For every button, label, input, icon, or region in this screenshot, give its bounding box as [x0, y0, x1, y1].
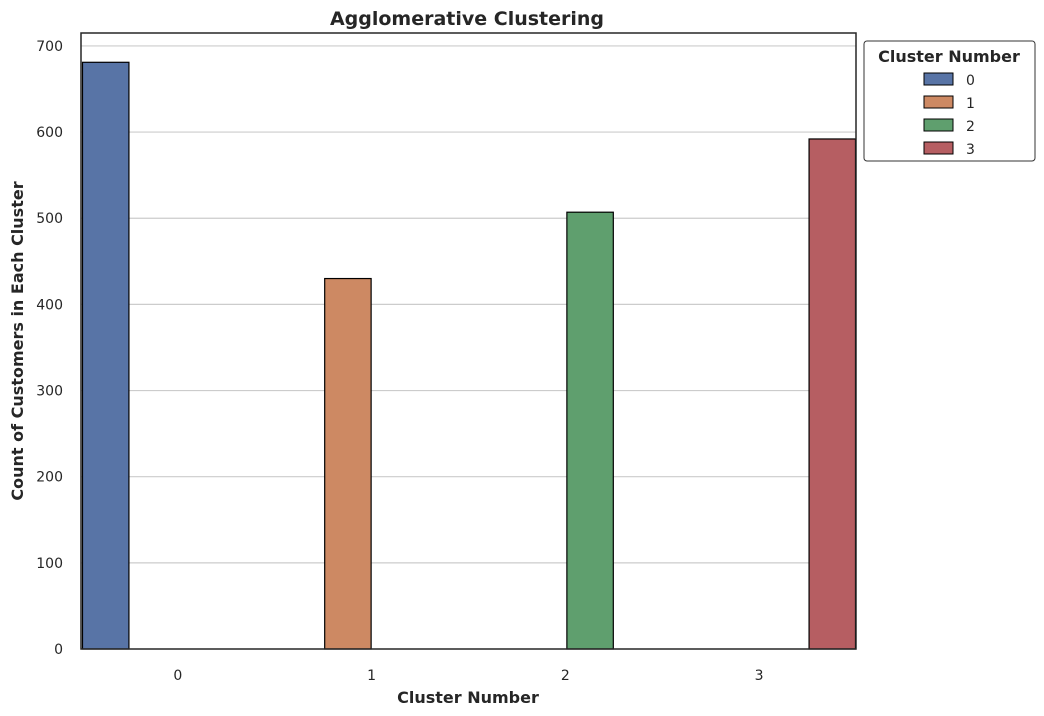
x-tick-label: 3	[755, 668, 764, 684]
legend-swatch-2	[923, 118, 954, 132]
legend-label: 0	[966, 73, 975, 89]
bar-cluster-3	[808, 138, 857, 650]
chart-title: Agglomerative Clustering	[330, 8, 604, 30]
legend-label: 2	[966, 119, 975, 135]
gridlines	[81, 45, 856, 564]
plot-frame	[80, 32, 857, 650]
x-tick-labels: 0 1 2 3	[173, 668, 763, 684]
y-tick-label: 300	[36, 384, 63, 400]
legend-swatch-1	[923, 95, 954, 109]
legend-label: 3	[966, 142, 975, 158]
legend-label: 1	[966, 96, 975, 112]
legend-title: Cluster Number	[878, 47, 1020, 66]
y-tick-label: 700	[36, 39, 63, 55]
y-tick-label: 500	[36, 211, 63, 227]
y-tick-labels: 0 100 200 300 400 500 600 700	[36, 39, 63, 658]
x-tick-label: 1	[367, 668, 376, 684]
bars	[81, 61, 857, 650]
bar-cluster-1	[324, 277, 372, 650]
y-tick-label: 600	[36, 125, 63, 141]
bar-cluster-2	[566, 211, 614, 650]
x-axis-label: Cluster Number	[397, 688, 539, 707]
legend-swatch-3	[923, 141, 954, 155]
bar-cluster-0	[81, 61, 130, 650]
y-tick-label: 200	[36, 470, 63, 486]
y-tick-label: 100	[36, 556, 63, 572]
y-tick-label: 400	[36, 297, 63, 313]
legend-entries: 0 1 2 3	[923, 72, 975, 158]
y-tick-label: 0	[54, 642, 63, 658]
legend: Cluster Number 0 1 2 3	[863, 40, 1036, 162]
x-tick-label: 2	[561, 668, 570, 684]
y-axis-label: Count of Customers in Each Cluster	[8, 181, 27, 500]
legend-swatch-0	[923, 72, 954, 86]
x-tick-label: 0	[173, 668, 182, 684]
